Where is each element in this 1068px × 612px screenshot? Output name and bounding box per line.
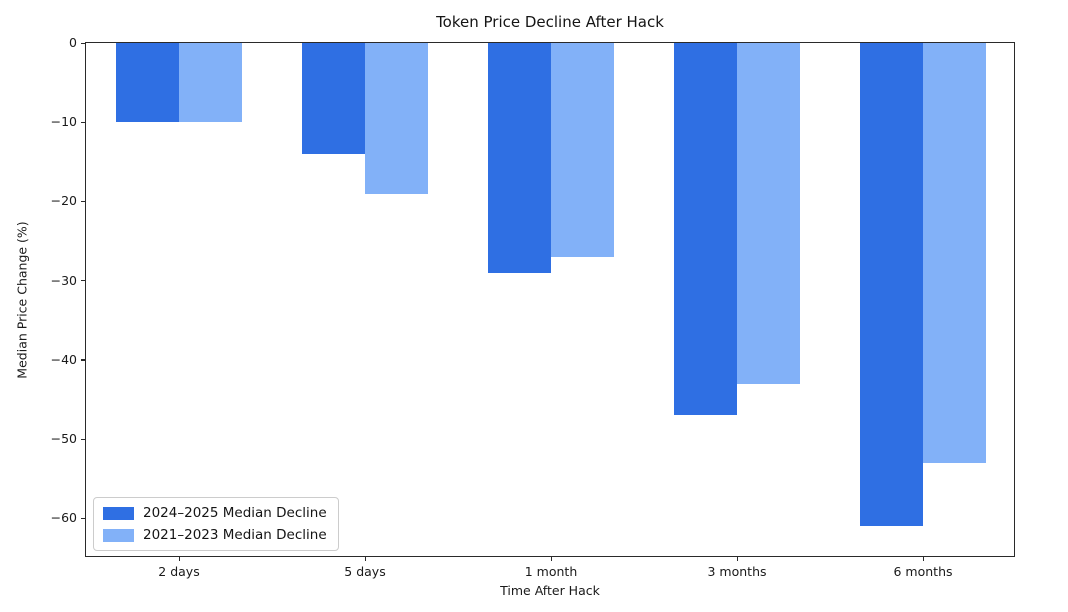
y-tick-mark [81,121,85,123]
y-tick-mark [81,438,85,440]
y-tick-label-30: −30 [50,272,77,288]
bar-series2-5-days [365,43,428,194]
y-tick-label-40: −40 [50,352,77,368]
y-tick-label-60: −60 [50,510,77,526]
legend-label: 2024–2025 Median Decline [143,505,327,521]
y-tick-mark [81,280,85,282]
legend-item-2: 2021–2023 Median Decline [103,527,327,543]
bar-series1-6-months [860,43,923,527]
x-tick-mark [922,557,924,561]
y-tick-mark [81,42,85,44]
y-tick-mark [81,359,85,361]
bar-series2-3-months [737,43,800,384]
y-tick-mark [81,200,85,203]
bar-series2-1-month [551,43,614,257]
legend: 2024–2025 Median Decline 2021–2023 Median… [93,497,339,551]
y-tick-label-10: −10 [50,114,77,130]
legend-swatch-icon [103,528,134,542]
x-axis-label: Time After Hack [500,583,600,598]
y-tick-label-0: 0 [69,35,77,51]
bar-series2-2-days [179,43,242,123]
legend-item-1: 2024–2025 Median Decline [103,505,327,521]
x-tick-mark [550,557,552,561]
x-tick-label-5-days: 5 days [344,564,386,579]
legend-swatch-icon [103,506,134,520]
chart-title: Token Price Decline After Hack [436,13,664,31]
y-tick-label-50: −50 [50,431,77,447]
x-tick-mark [178,557,180,561]
x-tick-label-1-month: 1 month [524,564,578,579]
bar-series1-1-month [488,43,551,273]
bar-series1-5-days [302,43,365,154]
legend-label: 2021–2023 Median Decline [143,527,327,543]
y-tick-label-20: −20 [50,193,77,209]
y-tick-mark [81,517,85,520]
x-tick-mark [736,557,738,561]
x-tick-label-3-months: 3 months [707,564,767,579]
x-tick-label-6-months: 6 months [893,564,953,579]
x-tick-label-2-days: 2 days [158,564,200,579]
y-axis-label: Median Price Change (%) [14,221,30,379]
plot-area: 2 days 5 days 1 month 3 months 6 months 0 −10 −… [51,35,1015,579]
x-tick-mark [364,557,366,561]
bar-series1-3-months [674,43,737,416]
bar-series1-2-days [116,43,179,123]
bar-series2-6-months [923,43,986,463]
